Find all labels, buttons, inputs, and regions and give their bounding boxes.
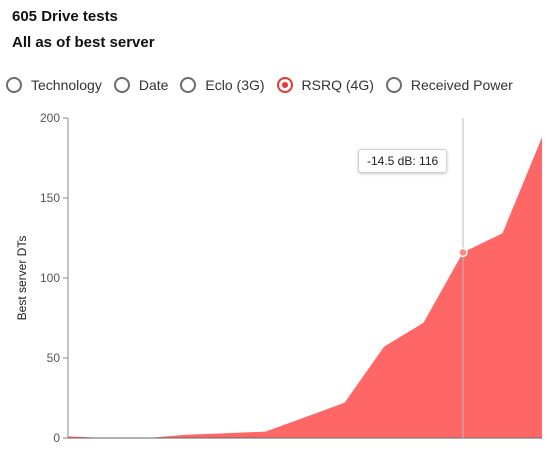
radio-label: Technology [31, 77, 102, 93]
radio-date[interactable]: Date [113, 77, 169, 93]
y-tick-label: 50 [47, 351, 61, 365]
radio-label: Received Power [410, 77, 513, 93]
radio-label: Date [138, 77, 169, 93]
radio-rsrq-4g[interactable]: RSRQ (4G) [276, 77, 374, 93]
radio-circle-icon [385, 77, 402, 93]
radio-label: Eclo (3G) [205, 77, 265, 93]
y-axis-label: Best server DTs [15, 236, 29, 321]
y-tick-label: 150 [40, 191, 60, 205]
radio-circle-icon [113, 77, 130, 93]
highlight-point [458, 247, 468, 258]
chart-title: 605 Drive tests [12, 8, 118, 25]
radio-circle-icon [276, 77, 293, 93]
chart-subtitle: All as of best server [12, 34, 155, 51]
y-tick-label: 0 [53, 431, 60, 445]
radio-label: RSRQ (4G) [301, 77, 374, 93]
radio-received-power[interactable]: Received Power [385, 77, 513, 93]
radio-circle-icon [180, 77, 197, 93]
metric-radio-group: Technology Date Eclo (3G) RSRQ (4G) Rece… [6, 74, 525, 96]
radio-circle-icon [6, 77, 22, 93]
y-axis: 0 50 100 150 200 [40, 111, 69, 445]
radio-technology[interactable]: Technology [6, 77, 102, 93]
chart-tooltip: -14.5 dB: 116 [358, 149, 448, 173]
series-area [68, 137, 542, 438]
radio-eclo-3g[interactable]: Eclo (3G) [180, 77, 265, 93]
y-tick-label: 200 [40, 111, 60, 125]
plot-area [68, 118, 542, 439]
y-tick-label: 100 [40, 271, 60, 285]
